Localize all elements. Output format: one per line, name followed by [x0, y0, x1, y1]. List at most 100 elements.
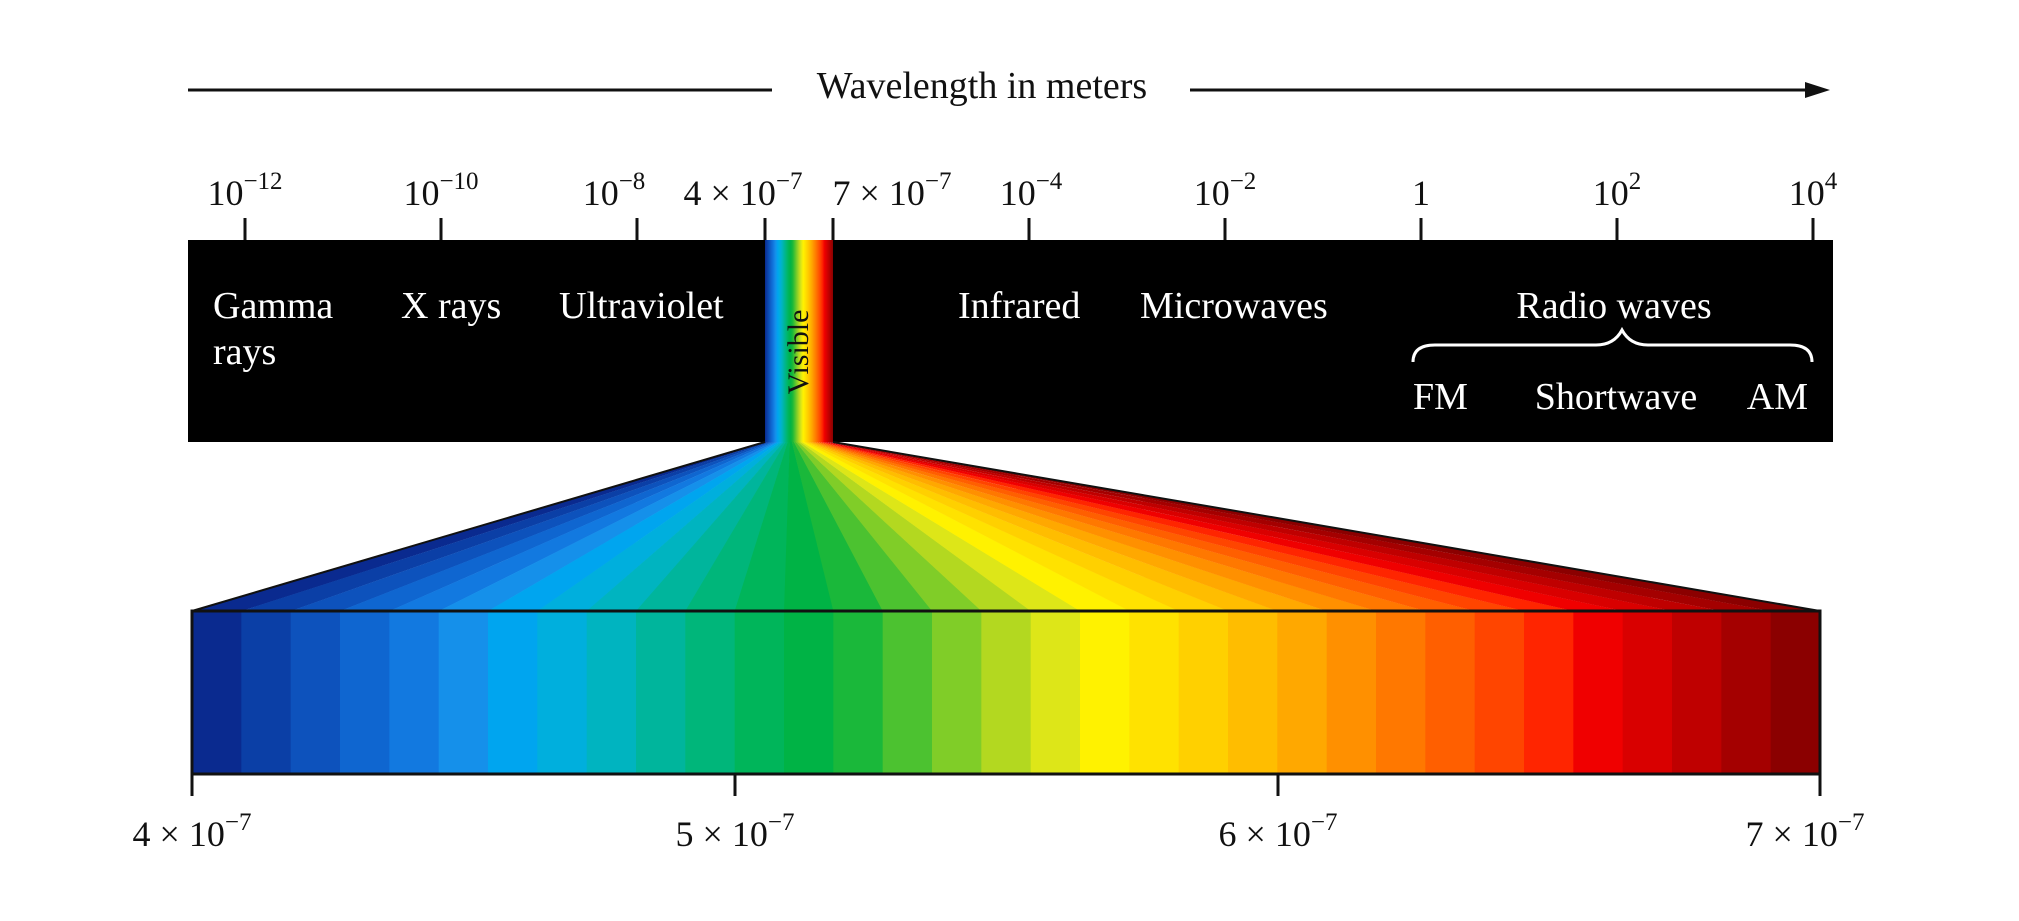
spectrum-color-band [1326, 611, 1377, 774]
band-am: AM [1747, 376, 1808, 418]
spectrum-color-band [241, 611, 292, 774]
tick-label: 4 × 10−7 [133, 809, 252, 854]
spectrum-color-band [981, 611, 1032, 774]
fan-wedge [802, 442, 1130, 611]
fan-wedge [828, 442, 1772, 611]
tick-label: 10−12 [207, 168, 282, 213]
fan-wedge [793, 442, 933, 611]
tick-label: 10−10 [403, 168, 478, 213]
fan-wedge [537, 442, 782, 611]
fan-wedge [340, 442, 774, 611]
spectrum-color-band [636, 611, 686, 774]
fan-wedge [438, 442, 778, 611]
tick-label: 7 × 10−7 [833, 168, 952, 213]
spectrum-color-band [488, 611, 538, 774]
fan-wedge [800, 442, 1081, 611]
spectrum-color-band [290, 611, 341, 774]
fan-wedge [822, 442, 1624, 611]
spectrum-color-band [537, 611, 588, 774]
spectrum-color-band [932, 611, 982, 774]
fan-wedge [824, 442, 1673, 611]
band-fm: FM [1413, 376, 1468, 418]
spectrum-color-band [1376, 611, 1426, 774]
axis-title: Wavelength in meters [817, 65, 1147, 107]
band-microwaves: Microwaves [1140, 285, 1328, 327]
spectrum-color-band [1080, 611, 1130, 774]
fan-wedge [586, 442, 784, 611]
fan-wedge [820, 442, 1574, 611]
spectrum-color-band [586, 611, 637, 774]
fan-wedge [685, 442, 788, 611]
spectrum-color-band [784, 611, 834, 774]
spectrum-color-band [438, 611, 489, 774]
fan-wedge [636, 442, 786, 611]
spectrum-color-band [1474, 611, 1525, 774]
spectrum-color-band [685, 611, 736, 774]
spectrum-color-band [1178, 611, 1229, 774]
fan-wedge [734, 442, 791, 611]
spectrum-color-band [1277, 611, 1328, 774]
fan-wedge [797, 442, 1032, 611]
top-tick-marks [243, 218, 1815, 240]
tick-label: 102 [1593, 168, 1642, 213]
fan-edge-left [191, 441, 766, 612]
spectrum-color-band [1721, 611, 1772, 774]
fan-wedge [812, 442, 1377, 611]
tick-label: 10−4 [1000, 168, 1063, 213]
visible-spectrum-outline [190, 609, 1822, 776]
top-tick-labels: 10−12 10−10 10−8 4 × 10−7 7 × 10−7 10−4 … [207, 168, 1837, 213]
fan-wedge [826, 442, 1722, 611]
spectrum-color-band [882, 611, 933, 774]
spectrum-color-band [1129, 611, 1180, 774]
band-shortwave: Shortwave [1535, 376, 1698, 418]
spectrum-color-band [833, 611, 884, 774]
radio-brace [1411, 326, 1814, 363]
tick-label: 1 [1412, 173, 1430, 213]
spectrum-color-band [192, 611, 242, 774]
fan-wedge [389, 442, 776, 611]
fan-wedge [488, 442, 780, 611]
band-gamma-line1: Gamma [213, 285, 333, 327]
visible-spectrum-bar [192, 611, 1821, 774]
band-radio: Radio waves [1516, 285, 1711, 327]
spectrum-color-band [1524, 611, 1574, 774]
tick-label: 6 × 10−7 [1219, 809, 1338, 854]
fan-wedge [808, 442, 1278, 611]
band-labels: Gamma rays X rays Ultraviolet Infrared M… [213, 285, 1808, 418]
fan-wedge [795, 442, 982, 611]
band-infrared: Infrared [958, 285, 1080, 327]
tick-label: 5 × 10−7 [676, 809, 795, 854]
tick-label: 7 × 10−7 [1746, 809, 1865, 854]
band-ultraviolet: Ultraviolet [559, 285, 724, 327]
spectrum-bar [188, 240, 1833, 442]
fan-wedge [818, 442, 1525, 611]
fan-wedge [810, 442, 1328, 611]
spectrum-color-band [1573, 611, 1624, 774]
band-gamma-line2: rays [213, 331, 276, 373]
spectrum-color-band [1425, 611, 1476, 774]
spectrum-color-band [1770, 611, 1821, 774]
spectrum-color-band [389, 611, 440, 774]
spectrum-color-band [1030, 611, 1081, 774]
fan-wedge [814, 442, 1426, 611]
tick-label: 10−8 [583, 168, 646, 213]
fan-wedge [806, 442, 1229, 611]
visible-band-strip [765, 240, 833, 442]
fan-edge-right [832, 441, 1821, 612]
bottom-tick-marks [190, 774, 1822, 796]
fan-wedge [804, 442, 1180, 611]
fan-wedge [290, 442, 772, 611]
fan-wedge [784, 442, 834, 611]
bottom-tick-labels: 4 × 10−7 5 × 10−7 6 × 10−7 7 × 10−7 [133, 809, 1865, 854]
band-visible: Visible [782, 310, 815, 395]
fan-wedge [816, 442, 1476, 611]
tick-label: 4 × 10−7 [684, 168, 803, 213]
band-xrays: X rays [401, 285, 501, 327]
fan-wedge [791, 442, 884, 611]
fan-wedge [241, 442, 770, 611]
tick-label: 10−2 [1194, 168, 1257, 213]
spectrum-color-band [340, 611, 390, 774]
spectrum-color-band [1228, 611, 1278, 774]
spectrum-color-band [734, 611, 785, 774]
